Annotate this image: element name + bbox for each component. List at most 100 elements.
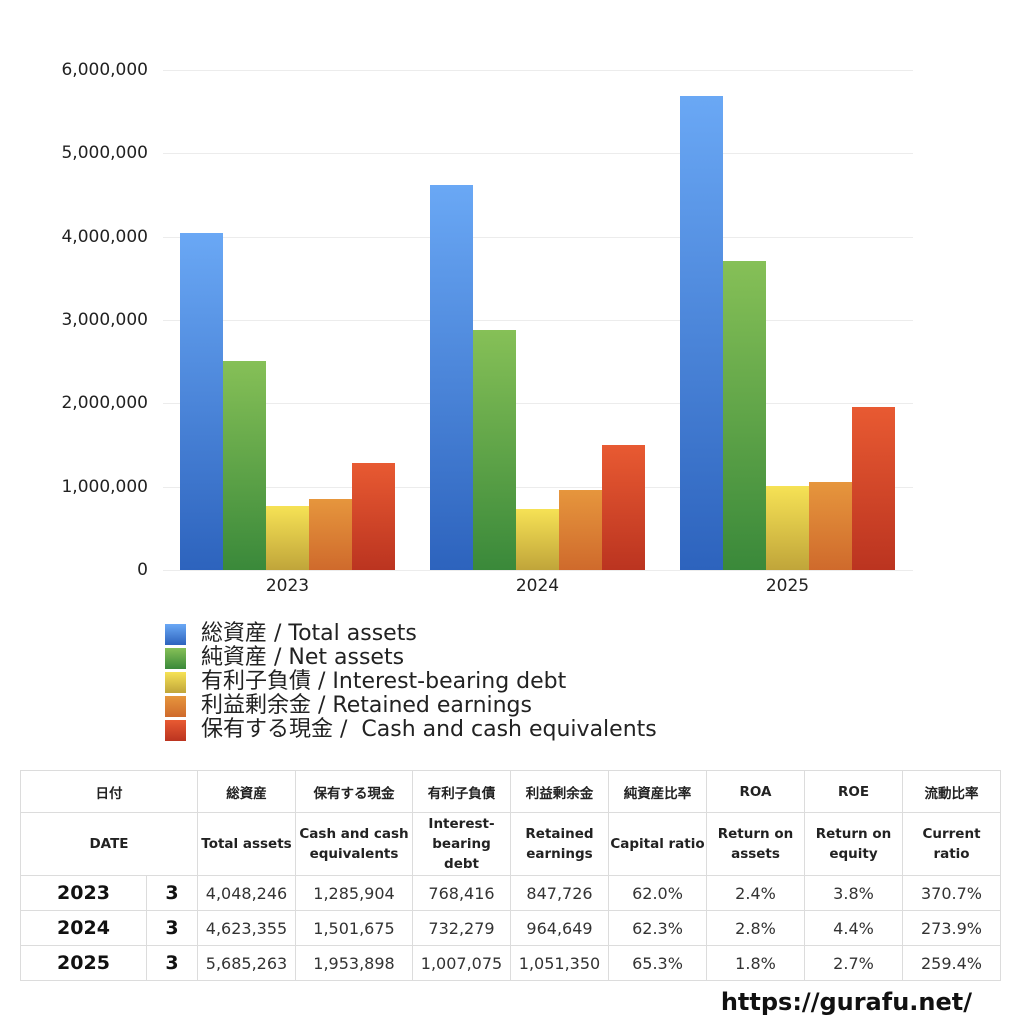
bar-2024-series-3 (559, 489, 602, 570)
x-tick-label: 2024 (515, 576, 560, 596)
header-date-jp: 日付 (20, 770, 198, 813)
column-header-jp: ROE (804, 770, 903, 813)
legend-swatch-icon (165, 623, 186, 645)
table-cell: 62.3% (608, 910, 707, 946)
table-cell: 2.7% (804, 945, 903, 981)
table-cell: 2.8% (706, 910, 805, 946)
bar-2023-series-3 (309, 499, 352, 570)
legend-item: 総資産 / Total assets (165, 622, 657, 646)
bar-chart: 6,000,000 5,000,000 4,000,000 3,000,000 2,00… (61, 60, 913, 596)
gridline (163, 403, 913, 405)
bar-2025-series-4 (852, 407, 895, 570)
table-cell: 768,416 (412, 875, 511, 911)
table-cell: 2.4% (706, 875, 805, 911)
legend-item: 保有する現金 / Cash and cash equivalents (165, 718, 657, 742)
table-row: 2024 3 4,623,355 1,501,675 732,279 964,649 62.… (20, 910, 1001, 946)
bar-2023-series-0 (180, 232, 223, 570)
table-cell: 1,501,675 (295, 910, 413, 946)
bar-2025-series-1 (723, 260, 766, 570)
legend-label: 有利子負債 / Interest-bearing debt (201, 669, 567, 694)
y-tick-label: 0 (137, 560, 148, 580)
row-month: 3 (146, 875, 198, 911)
table-cell: 4.4% (804, 910, 903, 946)
x-tick-label: 2023 (265, 576, 310, 596)
table-cell: 259.4% (902, 945, 1001, 981)
table-cell: 62.0% (608, 875, 707, 911)
row-year: 2025 (20, 945, 147, 981)
header-row-english: DATE Total assets Cash and cash equivalent… (20, 812, 1001, 876)
table-cell: 1.8% (706, 945, 805, 981)
header-row-japanese: 日付 総資産 保有する現金 有利子負債 利益剰余金 純資産比率 ROA ROE 流動比率 (20, 770, 1001, 813)
legend-swatch-icon (165, 719, 186, 741)
bar-2023-series-1 (223, 360, 266, 570)
legend-label: 総資産 / Total assets (201, 621, 417, 646)
legend-label: 純資産 / Net assets (201, 645, 405, 670)
y-tick-label: 1,000,000 (61, 476, 148, 497)
legend-label: 利益剰余金 / Retained earnings (201, 693, 532, 718)
bar-2024-series-4 (602, 444, 645, 570)
bar-2025-series-2 (766, 486, 809, 570)
row-year: 2023 (20, 875, 147, 911)
legend-swatch-icon (165, 671, 186, 693)
table-row: 2025 3 5,685,263 1,953,898 1,007,075 1,051,35… (20, 945, 1001, 981)
table-cell: 964,649 (510, 910, 609, 946)
column-header-jp: 流動比率 (902, 770, 1001, 813)
column-header-en: Cash and cash equivalents (295, 812, 413, 876)
column-header-jp: 有利子負債 (412, 770, 511, 813)
column-header-jp: 総資産 (197, 770, 296, 813)
table-cell: 5,685,263 (197, 945, 296, 981)
x-tick-label: 2025 (765, 576, 810, 596)
table-cell: 273.9% (902, 910, 1001, 946)
table-cell: 370.7% (902, 875, 1001, 911)
column-header-jp: ROA (706, 770, 805, 813)
table-cell: 3.8% (804, 875, 903, 911)
gridline (163, 153, 913, 155)
column-header-jp: 保有する現金 (295, 770, 413, 813)
bar-2023-series-2 (266, 505, 309, 570)
table-cell: 1,953,898 (295, 945, 413, 981)
table-cell: 1,051,350 (510, 945, 609, 981)
column-header-en: Return on assets (706, 812, 805, 876)
table-cell: 1,007,075 (412, 945, 511, 981)
row-month: 3 (146, 910, 198, 946)
gridline (163, 486, 913, 488)
legend-item: 純資産 / Net assets (165, 646, 657, 670)
column-header-jp: 利益剰余金 (510, 770, 609, 813)
header-date-en: DATE (20, 812, 198, 876)
bar-2025-series-0 (680, 96, 723, 570)
y-tick-label: 3,000,000 (61, 310, 148, 330)
y-tick-label: 2,000,000 (61, 393, 148, 414)
column-header-en: Return on equity (804, 812, 903, 876)
legend-label: 保有する現金 / Cash and cash equivalents (201, 717, 657, 742)
gridline (163, 236, 913, 238)
row-year: 2024 (20, 910, 147, 946)
column-header-en: Retained earnings (510, 812, 609, 876)
row-month: 3 (146, 945, 198, 981)
bar-2025-series-3 (809, 482, 852, 570)
gridline (163, 320, 913, 321)
column-header-en: Current ratio (902, 812, 1001, 876)
table-cell: 4,048,246 (197, 875, 296, 911)
table-row: 2023 3 4,048,246 1,285,904 768,416 847,726 62.… (20, 875, 1001, 911)
bar-2024-series-2 (516, 508, 559, 570)
chart-legend: 総資産 / Total assets 純資産 / Net assets 有利子負債 … (165, 622, 657, 742)
legend-item: 利益剰余金 / Retained earnings (165, 694, 657, 718)
column-header-en: Interest-bearing debt (412, 812, 511, 876)
table-cell: 65.3% (608, 945, 707, 981)
table-cell: 732,279 (412, 910, 511, 946)
table-cell: 1,285,904 (295, 875, 413, 911)
gridline (163, 570, 913, 571)
bar-2024-series-0 (430, 184, 473, 570)
y-tick-label: 5,000,000 (61, 143, 148, 164)
financial-table: 日付 総資産 保有する現金 有利子負債 利益剰余金 純資産比率 ROA ROE 流動比率 DAT… (20, 770, 1001, 981)
gridline (163, 70, 913, 71)
site-url[interactable]: https://gurafu.net/ (720, 988, 972, 1016)
y-tick-label: 6,000,000 (61, 60, 148, 80)
bar-2023-series-4 (352, 462, 395, 570)
legend-swatch-icon (165, 647, 186, 669)
bar-2024-series-1 (473, 329, 516, 570)
legend-item: 有利子負債 / Interest-bearing debt (165, 670, 657, 694)
table-cell: 4,623,355 (197, 910, 296, 946)
table-cell: 847,726 (510, 875, 609, 911)
column-header-en: Total assets (197, 812, 296, 876)
